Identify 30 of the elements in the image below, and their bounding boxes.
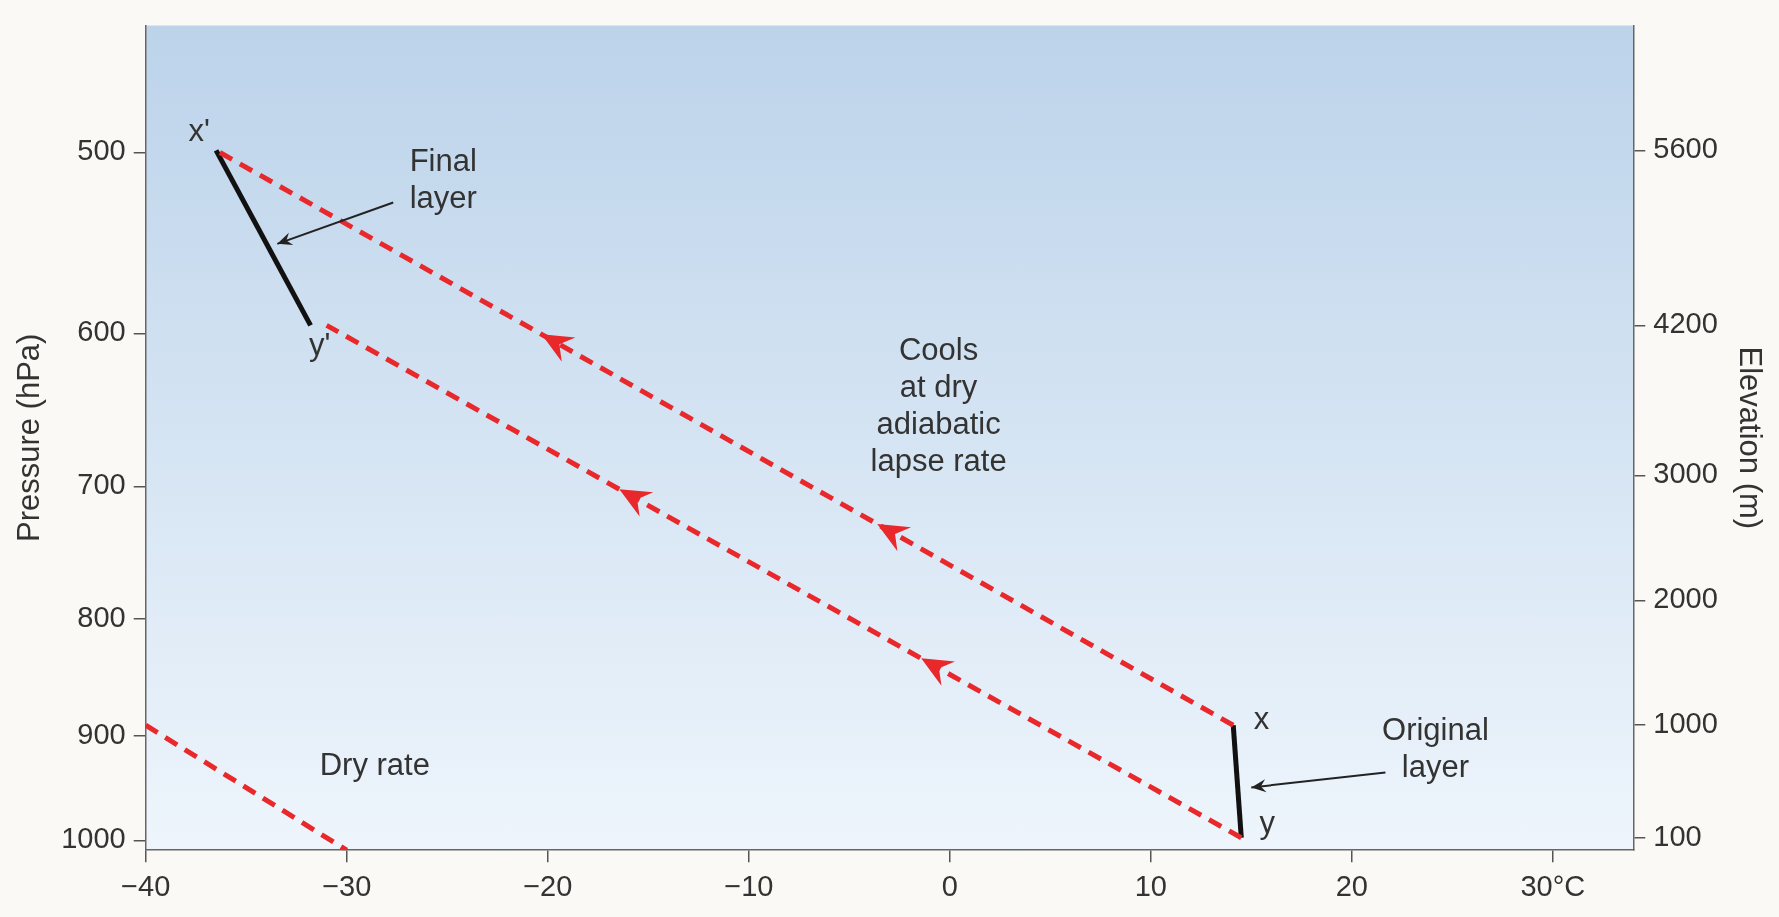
annotation: Original layer (1382, 712, 1489, 785)
y-tick-label: 500 (77, 134, 126, 167)
x-tick-label: −20 (523, 869, 573, 902)
y2-tick-label: 1000 (1653, 707, 1718, 740)
y-tick-label: 1000 (61, 822, 126, 855)
annotation: Dry rate (319, 747, 430, 783)
x-tick-label: 0 (941, 869, 958, 902)
x-tick-label: 10 (1134, 869, 1167, 902)
y-tick-label: 800 (77, 600, 126, 633)
x-tick-label: −10 (724, 869, 774, 902)
annotation: Cools at dry adiabatic lapse rate (870, 332, 1007, 479)
annotation: y (1259, 805, 1276, 841)
y2-tick-label: 3000 (1653, 457, 1718, 490)
y-axis-title: Pressure (hPa) (11, 333, 47, 543)
y2-axis-title: Elevation (m) (1732, 346, 1768, 530)
annotation: Final layer (409, 142, 477, 215)
x-tick-label: −40 (121, 869, 171, 902)
y-tick-label: 600 (77, 315, 126, 348)
y2-tick-label: 4200 (1653, 307, 1718, 340)
y-tick-label: 700 (77, 468, 126, 501)
annotation: y' (309, 326, 331, 362)
annotation: x (1253, 701, 1270, 737)
y-tick-label: 900 (77, 717, 126, 750)
y2-tick-label: 2000 (1653, 582, 1718, 615)
y2-tick-label: 5600 (1653, 132, 1718, 165)
y2-tick-label: 100 (1653, 819, 1702, 852)
x-tick-label: 30°C (1520, 869, 1586, 902)
annotation: x' (188, 113, 210, 149)
x-tick-label: −30 (322, 869, 372, 902)
x-tick-label: 20 (1335, 869, 1368, 902)
